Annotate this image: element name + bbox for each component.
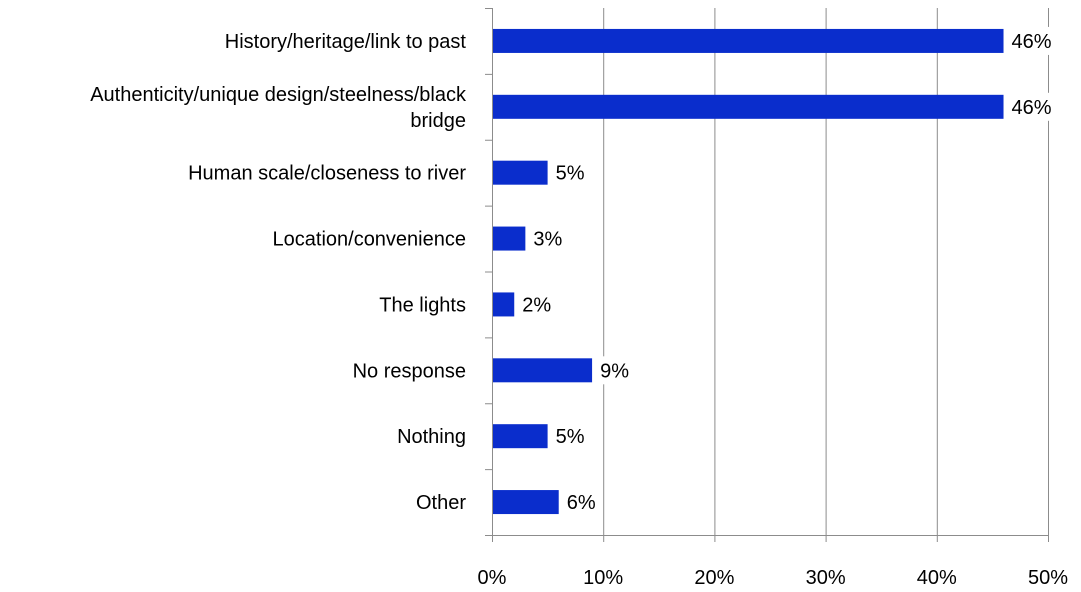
category-label: Human scale/closeness to river [188, 163, 466, 185]
data-label: 46% [1012, 31, 1052, 53]
bar [493, 28, 1004, 53]
bar [493, 358, 593, 383]
bar [493, 226, 526, 251]
data-label: 2% [522, 294, 551, 316]
x-tick-label: 50% [1028, 567, 1068, 589]
bar [493, 292, 515, 317]
data-label: 46% [1012, 97, 1052, 119]
bar [493, 160, 548, 185]
data-label: 6% [567, 492, 596, 514]
bar [493, 490, 559, 515]
data-label-background [551, 422, 583, 451]
x-tick-label: 10% [583, 567, 623, 589]
category-label: Authenticity/unique design/steelness/bla… [90, 84, 467, 106]
data-label-background [529, 224, 561, 253]
bar [493, 94, 1004, 119]
category-label: History/heritage/link to past [225, 31, 467, 53]
x-tick-label: 40% [917, 567, 957, 589]
category-label: Nothing [397, 426, 466, 448]
data-label: 9% [600, 360, 629, 382]
category-label: Location/convenience [273, 229, 466, 251]
x-tick-label: 20% [694, 567, 734, 589]
data-label-background [1007, 26, 1051, 55]
labels: 0% 10% 20% 30% 40% 50% 46% History/heritage/lin… [90, 26, 1068, 589]
x-tick-label: 0% [478, 567, 507, 589]
category-label: bridge [410, 110, 466, 132]
data-label: 5% [556, 426, 585, 448]
data-label: 3% [533, 229, 562, 251]
data-label-background [562, 488, 594, 517]
data-label-background [1007, 92, 1051, 121]
data-label-background [518, 290, 550, 319]
category-label: The lights [379, 294, 466, 316]
data-label: 5% [556, 163, 585, 185]
data-label-background [596, 356, 628, 385]
data-label-background [551, 158, 583, 187]
bars [493, 28, 1004, 515]
bar [493, 424, 548, 449]
category-label: Other [416, 492, 466, 514]
category-label: No response [353, 360, 466, 382]
gridlines [603, 8, 1049, 535]
x-tick-label: 30% [806, 567, 846, 589]
axes [485, 8, 1049, 542]
